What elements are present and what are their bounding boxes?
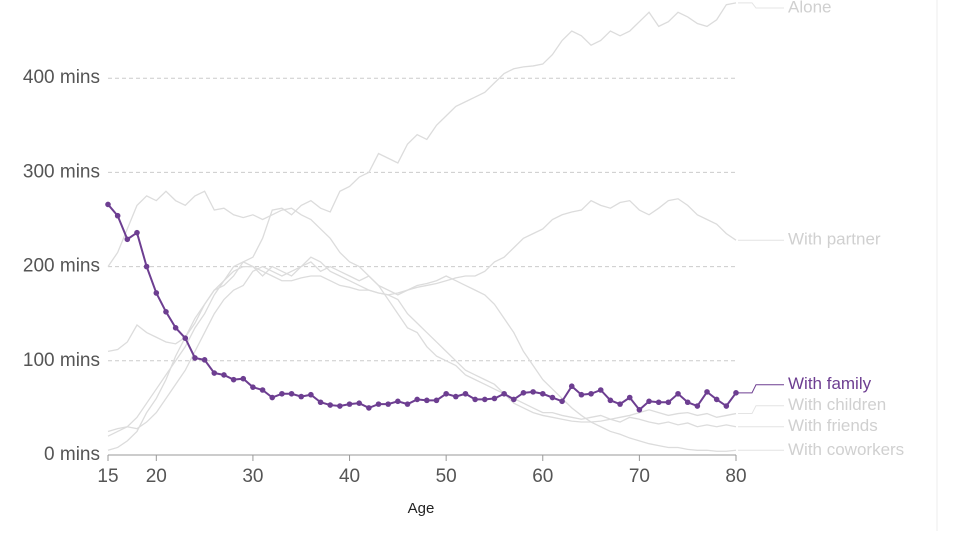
data-point: [675, 390, 681, 397]
data-point: [559, 398, 565, 405]
series-line: [107, 2, 737, 353]
data-point: [482, 396, 488, 403]
data-point: [269, 394, 276, 401]
data-point: [472, 396, 478, 403]
data-point: [163, 309, 169, 315]
data-point: [143, 263, 150, 270]
x-tick-label: 60: [532, 466, 553, 487]
data-point: [462, 390, 469, 397]
x-tick-label: 80: [725, 466, 746, 487]
series-line: [107, 256, 737, 433]
data-point: [279, 390, 285, 397]
x-tick-label: 70: [629, 466, 650, 487]
data-point: [433, 397, 440, 404]
data-point: [733, 390, 739, 396]
data-point: [366, 405, 372, 411]
data-point: [327, 402, 334, 408]
x-axis-label: Age: [408, 500, 435, 517]
data-point: [597, 387, 604, 393]
data-point: [713, 396, 720, 403]
x-tick-label: 30: [242, 466, 263, 487]
data-point: [539, 390, 546, 397]
data-point: [636, 406, 643, 413]
series-line: [107, 198, 737, 437]
y-tick-label: 100 mins: [23, 350, 100, 371]
data-point: [684, 399, 691, 406]
data-point: [723, 403, 730, 409]
x-tick-label: 40: [339, 466, 360, 487]
data-point: [549, 394, 556, 401]
data-point: [568, 383, 575, 390]
data-point: [404, 401, 411, 407]
data-point: [153, 290, 160, 296]
data-point: [124, 236, 131, 243]
data-point: [578, 391, 585, 398]
data-point: [105, 201, 111, 208]
data-point: [221, 372, 227, 378]
data-point: [356, 400, 363, 406]
x-tick-label: 20: [146, 466, 167, 487]
data-point: [655, 399, 662, 406]
series-line: [107, 190, 737, 428]
data-point: [337, 403, 343, 409]
data-point: [607, 397, 614, 404]
data-point: [192, 355, 198, 361]
data-point: [491, 395, 498, 402]
data-point: [230, 376, 237, 383]
data-point: [114, 212, 121, 219]
label-connector: [738, 2, 784, 9]
series-label: With coworkers: [788, 440, 904, 459]
data-point: [694, 403, 701, 409]
label-connector: [738, 405, 784, 415]
data-point: [424, 397, 430, 404]
data-point: [385, 401, 391, 407]
data-point: [259, 387, 266, 393]
y-tick-label: 300 mins: [23, 161, 100, 182]
data-point: [134, 229, 140, 236]
data-point: [250, 384, 256, 390]
x-tick-label: 50: [436, 466, 457, 487]
data-point: [588, 390, 594, 397]
data-point: [288, 390, 295, 397]
data-point: [240, 375, 247, 382]
data-point: [317, 399, 324, 406]
series-label: Alone: [788, 0, 831, 16]
data-point: [308, 391, 314, 398]
series-line: [107, 261, 737, 452]
data-point: [453, 393, 459, 400]
series-label: With partner: [788, 230, 881, 249]
data-point: [414, 396, 420, 403]
data-point: [395, 398, 401, 405]
data-point: [182, 335, 189, 341]
data-point: [201, 357, 208, 363]
y-tick-label: 200 mins: [23, 256, 100, 277]
data-point: [172, 325, 179, 331]
data-point: [346, 401, 353, 407]
data-point: [704, 389, 710, 395]
data-point: [443, 390, 449, 397]
data-point: [626, 394, 633, 401]
label-connector: [738, 384, 784, 394]
data-point: [510, 396, 517, 403]
data-point: [665, 399, 672, 406]
series-label: With children: [788, 395, 886, 414]
data-point: [646, 398, 652, 405]
data-point: [530, 389, 536, 395]
x-tick-label: 15: [97, 466, 118, 487]
series-label: With friends: [788, 416, 878, 435]
data-point: [211, 370, 218, 376]
data-point: [520, 390, 527, 396]
data-point: [501, 390, 507, 397]
data-point: [375, 401, 382, 407]
data-point: [617, 401, 623, 407]
y-tick-label: 0 mins: [44, 444, 100, 465]
data-point: [298, 393, 305, 400]
y-tick-label: 400 mins: [23, 67, 100, 88]
series-label: With family: [788, 374, 872, 393]
